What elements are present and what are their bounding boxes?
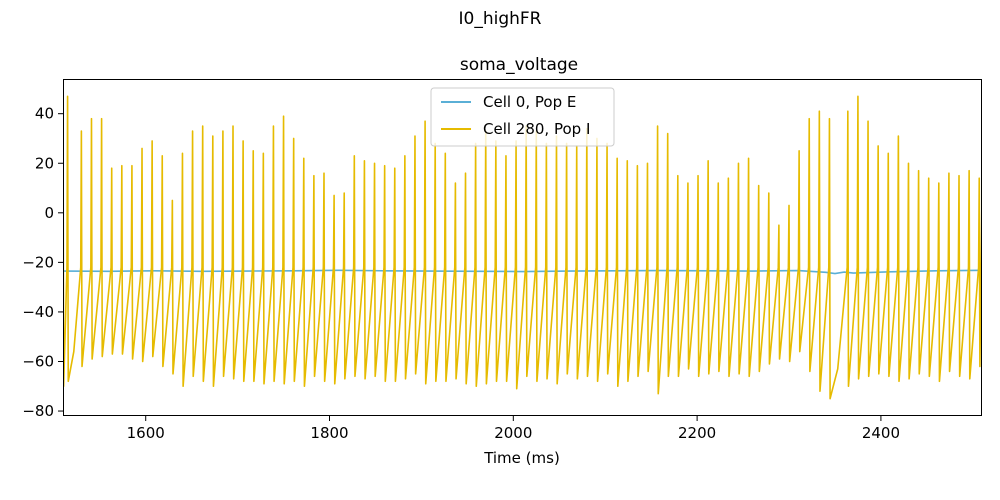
series-layer bbox=[63, 95, 982, 400]
legend[interactable]: Cell 0, Pop E Cell 280, Pop I bbox=[430, 87, 615, 147]
legend-label: Cell 0, Pop E bbox=[483, 93, 576, 111]
x-axis-label: Time (ms) bbox=[483, 449, 560, 467]
y-tick-label: 40 bbox=[35, 105, 54, 123]
y-tick-label: 0 bbox=[44, 204, 54, 222]
legend-entry[interactable]: Cell 280, Pop I bbox=[441, 120, 590, 138]
legend-label: Cell 280, Pop I bbox=[483, 120, 590, 138]
x-tick-label: 1600 bbox=[127, 424, 165, 442]
y-tick-label: −60 bbox=[22, 352, 54, 370]
x-tick-label: 2000 bbox=[494, 424, 532, 442]
y-axis: −80 −60 −40 −20 0 20 40 bbox=[22, 105, 63, 420]
series-line-cell-0-pop-e bbox=[63, 269, 982, 275]
y-tick-label: −80 bbox=[22, 402, 54, 420]
chart-title: soma_voltage bbox=[460, 55, 578, 75]
plot-frame bbox=[63, 79, 982, 416]
x-tick-label: 2200 bbox=[678, 424, 716, 442]
y-tick-label: 20 bbox=[35, 154, 54, 172]
series-line-cell-280-pop-i bbox=[63, 95, 982, 400]
x-axis: 1600 1800 2000 2200 2400 bbox=[127, 416, 900, 442]
y-tick-label: −40 bbox=[22, 303, 54, 321]
x-tick-label: 2400 bbox=[862, 424, 900, 442]
legend-box bbox=[430, 87, 615, 147]
x-tick-label: 1800 bbox=[310, 424, 348, 442]
legend-entry[interactable]: Cell 0, Pop E bbox=[441, 93, 576, 111]
y-tick-label: −20 bbox=[22, 253, 54, 271]
figure-suptitle: I0_highFR bbox=[459, 9, 542, 29]
